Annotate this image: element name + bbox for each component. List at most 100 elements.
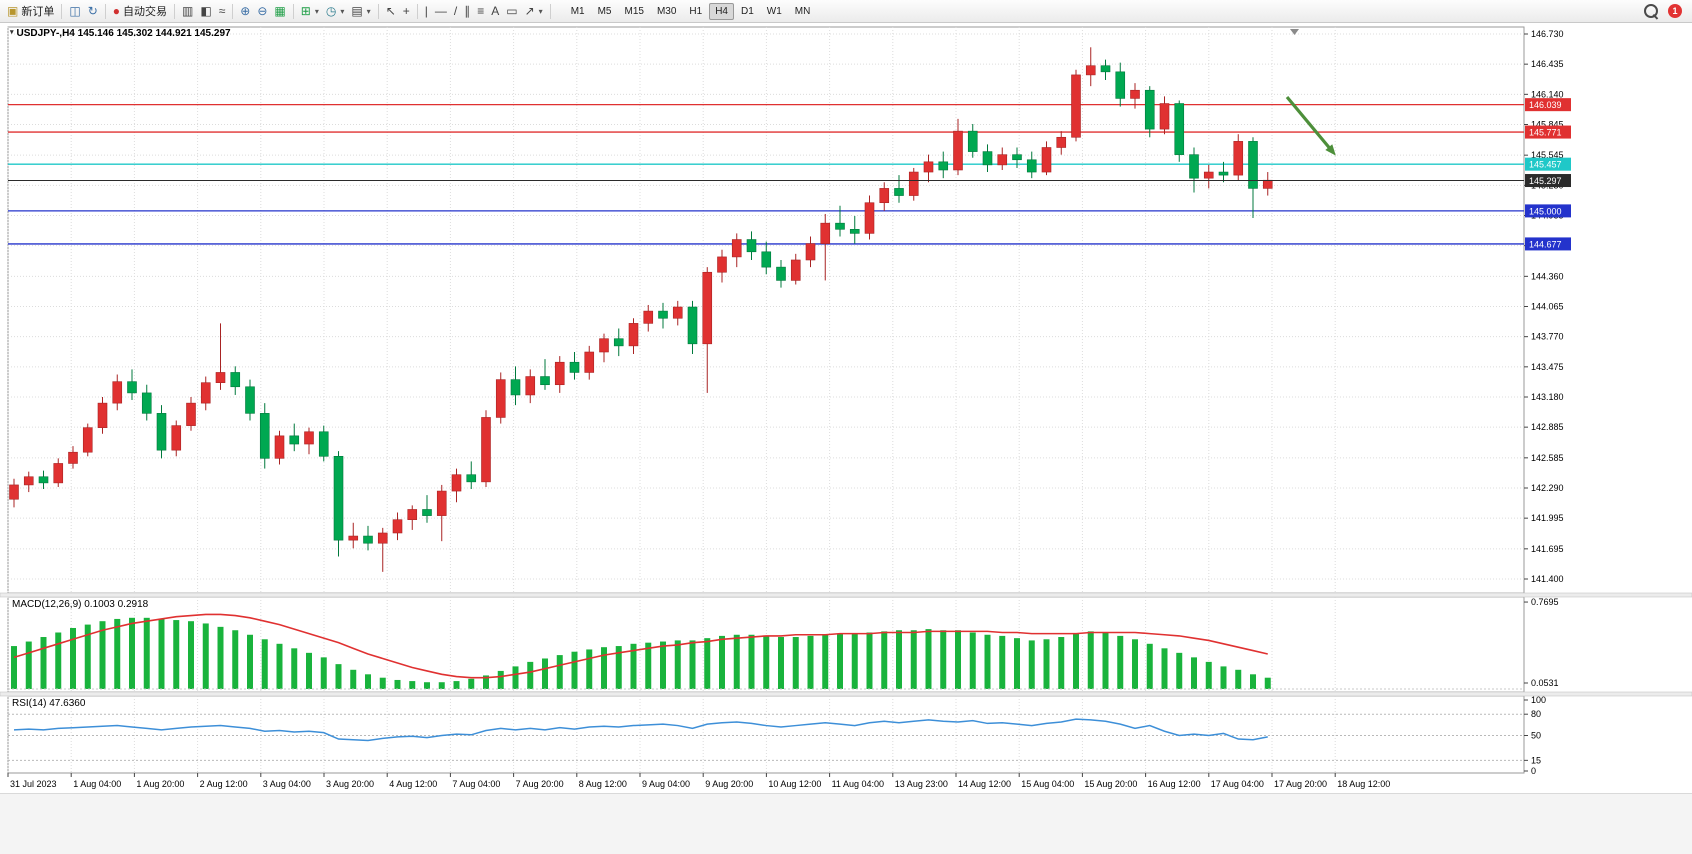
macd-histogram-bar <box>365 674 371 689</box>
vertical-line-tool-button[interactable]: | <box>422 2 431 20</box>
chart-shift-marker[interactable] <box>1290 29 1299 35</box>
dropdown-arrow-icon: ▾ <box>538 6 543 16</box>
rsi-tick-label: 50 <box>1531 731 1541 741</box>
symbol-dropdown-icon[interactable]: ▾ <box>10 29 14 36</box>
cursor-icon: ↖ <box>385 4 396 18</box>
auto-trading-button[interactable]: ● 自动交易 <box>110 2 170 20</box>
candle-body <box>1218 171 1229 176</box>
text-tool-button[interactable]: A <box>488 2 502 20</box>
macd-histogram-bar <box>955 630 961 689</box>
trend-arrow-annotation[interactable] <box>1285 95 1334 153</box>
macd-histogram-bar <box>1146 643 1153 689</box>
macd-histogram-bar <box>1073 633 1079 689</box>
timeframe-h4-button[interactable]: H4 <box>709 2 734 20</box>
macd-histogram-bar <box>542 658 548 689</box>
candle-body <box>274 435 285 459</box>
channel-tool-button[interactable]: ∥ <box>461 2 473 20</box>
crosshair-button[interactable]: + <box>400 2 413 20</box>
tile-windows-button[interactable]: ▦ <box>271 2 288 20</box>
candle-body <box>392 519 403 534</box>
auto-trading-icon: ● <box>112 4 120 18</box>
macd-histogram-bar <box>984 634 991 689</box>
candlestick-chart-button[interactable]: ◧ <box>197 2 214 20</box>
candle-body <box>1174 103 1185 155</box>
panel-separator[interactable] <box>0 691 1692 697</box>
notification-badge[interactable]: 1 <box>1668 4 1682 18</box>
chart-window: 146.730 146.435 146.140 145.845 145.545 145.2… <box>0 23 1692 854</box>
bar-chart-button[interactable]: ▥ <box>179 2 196 20</box>
candle-body <box>938 161 949 171</box>
time-tick-label: 15 Aug 20:00 <box>1084 779 1137 789</box>
label-tool-button[interactable]: ▭ <box>503 2 520 20</box>
macd-histogram-bar <box>350 669 357 689</box>
crosshair-icon: + <box>402 4 410 18</box>
candle-body <box>348 535 359 541</box>
timeframe-m15-button[interactable]: M15 <box>624 5 644 17</box>
candle-body <box>377 532 388 544</box>
fibonacci-tool-button[interactable]: ≡ <box>474 2 487 20</box>
search-icon[interactable] <box>1644 4 1658 18</box>
new-order-button[interactable]: ▣ 新订单 <box>4 2 57 20</box>
timeframe-m30-button[interactable]: M30 <box>656 5 677 17</box>
timeframe-h1-button[interactable]: H1 <box>689 5 703 17</box>
bottom-strip <box>0 793 1692 854</box>
chart-window-button[interactable]: ◫ <box>66 2 83 20</box>
price-tick-label: 141.400 <box>1531 574 1564 584</box>
periods-button[interactable]: ◷ ▾ <box>323 2 348 20</box>
price-tick-label: 143.180 <box>1531 392 1564 402</box>
candle-body <box>776 266 786 281</box>
macd-tick-label: 0.7695 <box>1531 597 1559 607</box>
macd-histogram-bar <box>217 626 224 689</box>
price-tick-label: 146.140 <box>1531 89 1564 99</box>
panel-separator[interactable] <box>0 592 1692 598</box>
candle-body <box>790 259 801 281</box>
timeframe-mn-button[interactable]: MN <box>794 5 811 17</box>
macd-histogram-bar <box>55 632 62 689</box>
trendline-tool-button[interactable]: / <box>451 2 460 20</box>
macd-histogram-bar <box>896 630 902 689</box>
candle-body <box>333 455 344 541</box>
candle-body <box>805 243 816 261</box>
macd-histogram-bar <box>438 682 445 689</box>
candle-body <box>599 338 609 353</box>
candle-body <box>1100 65 1111 73</box>
timeframe-m5-button[interactable]: M5 <box>597 5 612 17</box>
macd-histogram-bar <box>910 630 917 689</box>
indicators-icon: ⊞ <box>300 4 311 18</box>
dropdown-arrow-icon: ▾ <box>340 6 345 16</box>
candle-body <box>97 402 108 428</box>
candle-body <box>407 509 418 520</box>
candle-body <box>289 435 300 445</box>
horizontal-line-tool-button[interactable]: — <box>432 2 450 20</box>
macd-histogram-bar <box>1235 669 1242 689</box>
chart-canvas[interactable]: 146.730 146.435 146.140 145.845 145.545 145.2… <box>0 23 1692 853</box>
timeframe-d1-button[interactable]: D1 <box>741 5 754 17</box>
cursor-button[interactable]: ↖ <box>383 2 399 20</box>
horizontal-line-icon: — <box>434 4 447 18</box>
timeframe-m1-button[interactable]: M1 <box>570 5 585 17</box>
candle-body <box>38 476 49 484</box>
time-tick-label: 7 Aug 04:00 <box>452 779 500 789</box>
macd-histogram-bar <box>40 637 47 689</box>
toolbar-right-group: 1 <box>1644 4 1688 18</box>
timeframe-w1-button[interactable]: W1 <box>766 5 782 17</box>
bar-chart-icon: ▥ <box>182 4 194 18</box>
zoom-out-button[interactable]: ⊖ <box>254 2 270 20</box>
templates-button[interactable]: ▤ ▾ <box>348 2 373 20</box>
candle-body <box>156 413 167 451</box>
candle-body <box>820 222 831 244</box>
zoom-in-button[interactable]: ⊕ <box>237 2 253 20</box>
candle-body <box>658 310 668 319</box>
rsi-tick-label: 15 <box>1531 755 1541 765</box>
macd-histogram-bar <box>1043 639 1050 689</box>
candle-body <box>481 417 491 483</box>
refresh-button[interactable]: ↻ <box>85 2 101 20</box>
price-tag <box>1525 237 1571 251</box>
arrows-tool-button[interactable]: ↗ ▾ <box>522 2 546 20</box>
indicators-button[interactable]: ⊞ ▾ <box>298 2 322 20</box>
line-chart-button[interactable]: ≈ <box>216 2 229 20</box>
candle-body <box>186 402 196 426</box>
macd-histogram-bar <box>1014 638 1020 689</box>
price-tag-label: 145.771 <box>1529 128 1562 138</box>
price-tick-label: 144.360 <box>1531 271 1564 281</box>
